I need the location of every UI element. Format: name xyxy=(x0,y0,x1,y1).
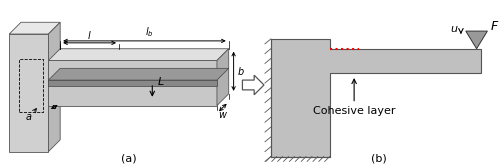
Text: $b$: $b$ xyxy=(236,65,244,77)
Polygon shape xyxy=(48,22,60,152)
Polygon shape xyxy=(466,31,487,49)
Polygon shape xyxy=(48,60,217,106)
Polygon shape xyxy=(48,49,228,60)
Text: $u$: $u$ xyxy=(450,24,459,34)
Text: $L$: $L$ xyxy=(157,75,164,87)
Polygon shape xyxy=(9,34,48,152)
Text: Cohesive layer: Cohesive layer xyxy=(313,106,396,116)
Text: (b): (b) xyxy=(370,153,386,163)
Text: $F$: $F$ xyxy=(490,20,500,33)
Text: $l$: $l$ xyxy=(87,29,92,41)
Text: (a): (a) xyxy=(121,153,136,163)
Text: $w$: $w$ xyxy=(218,110,228,120)
Text: $l_b$: $l_b$ xyxy=(145,25,154,39)
Polygon shape xyxy=(48,80,217,86)
Text: $a$: $a$ xyxy=(25,112,32,122)
Polygon shape xyxy=(271,39,482,157)
Polygon shape xyxy=(217,49,228,106)
Polygon shape xyxy=(48,68,228,80)
Polygon shape xyxy=(242,75,264,95)
Polygon shape xyxy=(9,22,60,34)
